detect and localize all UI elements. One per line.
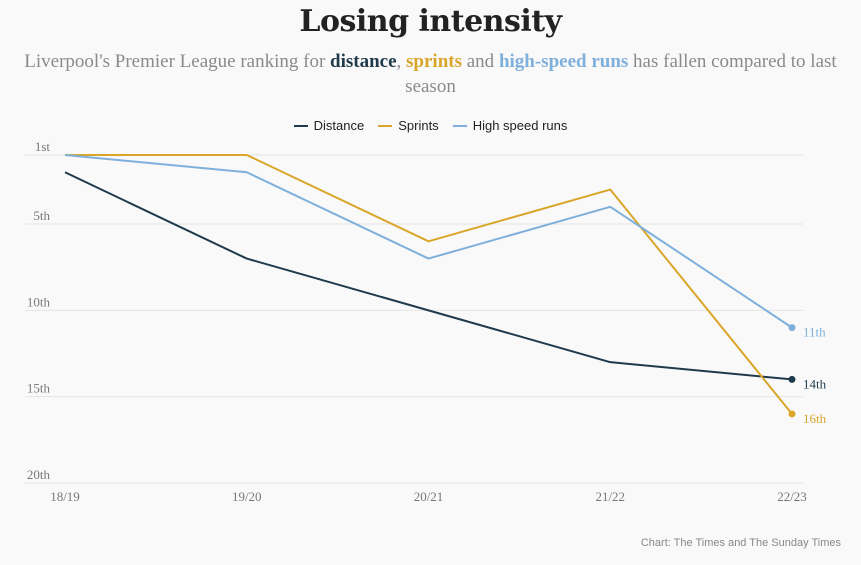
legend-label-distance: Distance xyxy=(313,118,365,133)
legend-item-high-speed-runs: High speed runs xyxy=(452,118,568,133)
subtitle-sep-2: and xyxy=(462,51,499,72)
x-tick-label: 22/23 xyxy=(777,489,807,504)
subtitle-text-post: has fallen compared to last season xyxy=(405,51,837,97)
subtitle-sep-1: , xyxy=(396,51,407,72)
series-end-point-distance xyxy=(788,375,796,383)
legend-swatch-sprints xyxy=(378,124,393,127)
series-lines xyxy=(64,154,796,418)
subtitle-highlight-high-speed-runs: high-speed runs xyxy=(498,51,629,72)
chart-legend: Distance Sprints High speed runs xyxy=(0,118,861,133)
series-end-label-high-speed-runs: 11th xyxy=(803,325,826,340)
subtitle-text-pre: Liverpool's Premier League ranking for xyxy=(24,51,331,72)
series-end-point-high-speed-runs xyxy=(788,324,796,332)
subtitle-highlight-distance: distance xyxy=(330,51,397,72)
y-tick-label: 10th xyxy=(27,294,51,309)
legend-swatch-distance xyxy=(293,124,308,127)
x-tick-label: 21/22 xyxy=(595,489,625,504)
chart-source: Chart: The Times and The Sunday Times xyxy=(640,537,841,549)
legend-swatch-high-speed-runs xyxy=(452,124,467,127)
series-end-point-sprints xyxy=(788,410,796,418)
y-tick-label: 15th xyxy=(27,381,51,396)
legend-item-distance: Distance xyxy=(293,118,365,133)
y-tick-label: 20th xyxy=(27,467,51,482)
x-tick-label: 19/20 xyxy=(232,489,262,504)
series-end-label-sprints: 16th xyxy=(803,411,827,426)
x-tick-label: 18/19 xyxy=(50,489,80,504)
chart-title: Losing intensity xyxy=(299,4,562,39)
end-labels: 14th 16th 11th xyxy=(803,325,827,426)
legend-item-sprints: Sprints xyxy=(378,118,439,133)
x-axis: 18/19 19/20 20/21 21/22 22/23 xyxy=(50,489,807,504)
gridlines xyxy=(25,154,803,484)
y-axis: 1st 5th 10th 15th 20th xyxy=(27,139,51,482)
series-line-distance xyxy=(64,171,793,381)
y-tick-label: 5th xyxy=(33,208,50,223)
series-line-sprints xyxy=(65,154,793,415)
x-tick-label: 20/21 xyxy=(414,489,444,504)
chart-subtitle: Liverpool's Premier League ranking for d… xyxy=(20,49,841,99)
series-line-high-speed-runs xyxy=(64,154,793,329)
legend-label-high-speed-runs: High speed runs xyxy=(472,118,568,133)
series-end-label-distance: 14th xyxy=(803,376,827,391)
y-tick-label: 1st xyxy=(35,139,51,154)
legend-label-sprints: Sprints xyxy=(398,118,439,133)
subtitle-highlight-sprints: sprints xyxy=(406,51,462,72)
